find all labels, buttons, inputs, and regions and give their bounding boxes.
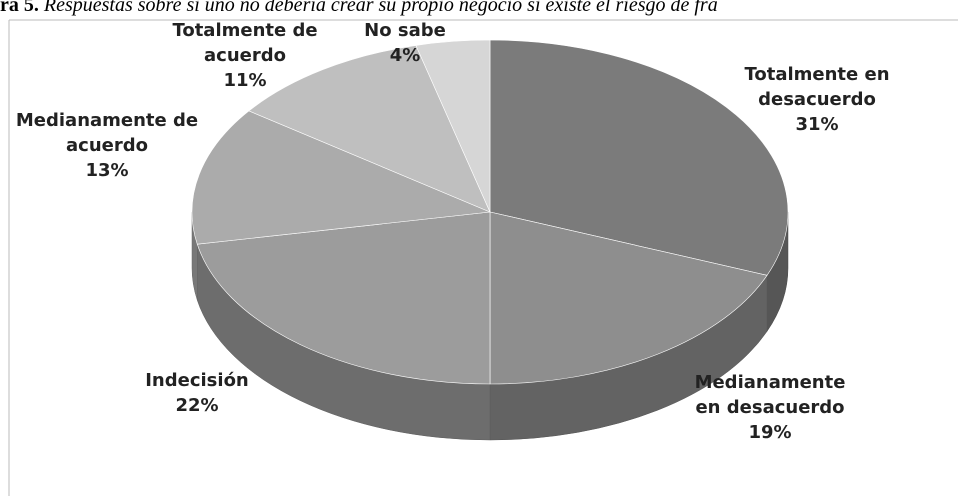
category-label: Totalmente de acuerdo xyxy=(172,20,318,66)
slice xyxy=(248,45,491,213)
category-label: Medianamente de acuerdo xyxy=(15,110,199,156)
value-label: 31% xyxy=(795,114,839,135)
value-label: 4% xyxy=(389,45,421,66)
slice xyxy=(196,211,491,385)
value-label: 19% xyxy=(748,422,792,443)
value-label: 22% xyxy=(175,395,219,416)
slice xyxy=(489,39,789,276)
category-label: Indecisión xyxy=(145,370,249,391)
data-label: Totalmente de acuerdo 11% xyxy=(160,18,330,93)
data-label: Indecisión 22% xyxy=(112,368,282,418)
data-label: Medianamente en desacuerdo 19% xyxy=(680,370,860,445)
data-label: Medianamente de acuerdo 13% xyxy=(12,108,202,183)
slice xyxy=(489,211,768,385)
category-label: Medianamente en desacuerdo xyxy=(694,372,846,418)
slice xyxy=(415,39,491,213)
data-label: Totalmente en desacuerdo 31% xyxy=(727,62,907,137)
category-label: Totalmente en desacuerdo xyxy=(744,64,890,110)
chart-title: ra 5. Respuestas sobre si uno no debería… xyxy=(0,0,718,17)
value-label: 11% xyxy=(223,70,267,91)
category-label: No sabe xyxy=(364,20,446,41)
figure-label: ra 5. xyxy=(0,0,39,16)
data-label: No sabe 4% xyxy=(355,18,455,68)
title-text: Respuestas sobre si uno no debería crear… xyxy=(43,0,718,16)
slice xyxy=(191,110,492,245)
value-label: 13% xyxy=(85,160,129,181)
